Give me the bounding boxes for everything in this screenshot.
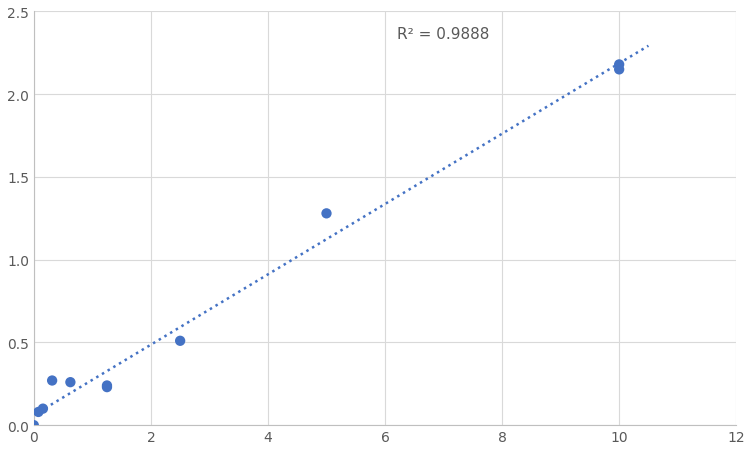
Point bbox=[613, 67, 625, 74]
Text: R² = 0.9888: R² = 0.9888 bbox=[397, 27, 489, 42]
Point bbox=[101, 384, 113, 391]
Point bbox=[613, 62, 625, 69]
Point bbox=[32, 409, 44, 416]
Point bbox=[174, 337, 186, 345]
Point bbox=[37, 405, 49, 412]
Point bbox=[28, 422, 40, 429]
Point bbox=[65, 379, 77, 386]
Point bbox=[46, 377, 58, 384]
Point bbox=[320, 210, 332, 217]
Point bbox=[101, 382, 113, 389]
